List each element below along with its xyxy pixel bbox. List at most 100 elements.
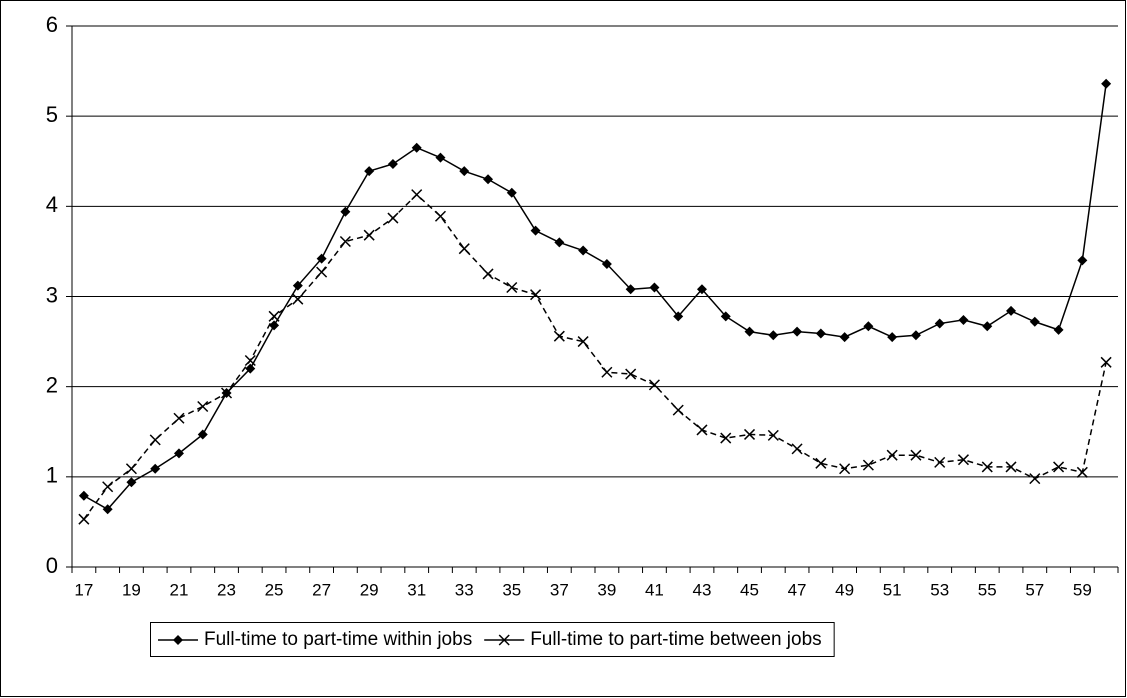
marker [1029, 316, 1040, 327]
marker [934, 456, 946, 468]
marker [292, 293, 304, 305]
marker [197, 400, 209, 413]
marker [292, 280, 303, 291]
marker [1053, 461, 1065, 473]
marker [1053, 324, 1064, 335]
series-line [83, 83, 1107, 511]
marker [767, 429, 779, 441]
marker [1077, 255, 1088, 266]
marker [435, 152, 446, 163]
x-tick-label: 59 [1073, 580, 1092, 599]
marker [102, 504, 113, 515]
marker [483, 174, 494, 185]
marker [673, 311, 684, 322]
legend: Full-time to part-time within jobs Full-t… [150, 622, 835, 657]
marker [910, 330, 921, 341]
marker [197, 429, 208, 440]
marker [1005, 461, 1017, 473]
marker [696, 284, 707, 295]
marker [601, 259, 612, 270]
marker [981, 461, 993, 473]
marker [459, 166, 470, 177]
marker [411, 142, 422, 153]
marker [1101, 78, 1112, 89]
marker [340, 206, 351, 217]
marker [530, 289, 542, 301]
marker [78, 490, 89, 501]
marker [126, 477, 137, 488]
marker [958, 314, 969, 325]
marker [387, 212, 399, 224]
x-tick-label: 23 [217, 580, 236, 599]
y-tick-label: 3 [46, 282, 58, 307]
y-tick-label: 1 [46, 463, 58, 488]
legend-label: Full-time to part-time between jobs [530, 629, 821, 650]
marker [1100, 356, 1112, 368]
marker [220, 387, 233, 399]
marker [150, 463, 161, 474]
x-tick-label: 21 [170, 580, 189, 599]
x-tick-label: 49 [835, 580, 854, 599]
marker [887, 332, 898, 343]
marker [268, 310, 280, 322]
marker [553, 330, 565, 342]
marker [506, 187, 517, 198]
marker [149, 434, 161, 446]
marker [1029, 473, 1041, 485]
marker [1006, 305, 1017, 316]
marker [862, 459, 874, 471]
marker [839, 332, 850, 343]
x-tick-label: 27 [312, 580, 331, 599]
marker [839, 463, 851, 475]
marker [815, 328, 826, 339]
x-tick-label: 31 [407, 580, 426, 599]
y-tick-label: 4 [46, 192, 58, 217]
marker [578, 245, 589, 256]
marker [791, 443, 803, 455]
marker [316, 266, 328, 278]
marker [792, 326, 803, 337]
marker [530, 225, 541, 236]
x-tick-label: 43 [693, 580, 712, 599]
marker [648, 379, 660, 391]
marker [720, 432, 732, 444]
y-tick-label: 2 [46, 372, 58, 397]
x-tick-label: 41 [645, 580, 664, 599]
marker [173, 448, 184, 459]
marker [173, 412, 185, 424]
marker [696, 424, 708, 436]
series-line [83, 193, 1107, 520]
marker [363, 229, 375, 241]
marker [434, 210, 447, 222]
marker [863, 321, 874, 332]
marker [364, 166, 375, 177]
marker [339, 235, 351, 248]
marker [173, 635, 183, 645]
marker [125, 463, 137, 475]
marker [245, 363, 256, 374]
x-tick-label: 45 [740, 580, 759, 599]
y-tick-label: 0 [46, 553, 58, 578]
marker [269, 320, 280, 331]
marker [886, 449, 898, 461]
x-tick-label: 53 [930, 580, 949, 599]
marker [625, 284, 636, 295]
marker [78, 513, 90, 525]
marker [577, 336, 589, 348]
marker [411, 189, 423, 201]
x-tick-label: 25 [265, 580, 284, 599]
marker [649, 282, 660, 293]
marker [458, 243, 470, 255]
y-tick-label: 5 [46, 102, 58, 127]
marker [672, 404, 684, 416]
marker [815, 457, 827, 469]
x-tick-label: 57 [1025, 580, 1044, 599]
marker [720, 311, 731, 322]
marker [506, 281, 518, 294]
marker [244, 354, 256, 367]
marker [625, 368, 637, 380]
marker [102, 481, 114, 493]
x-tick-label: 37 [550, 580, 569, 599]
marker [498, 634, 510, 646]
